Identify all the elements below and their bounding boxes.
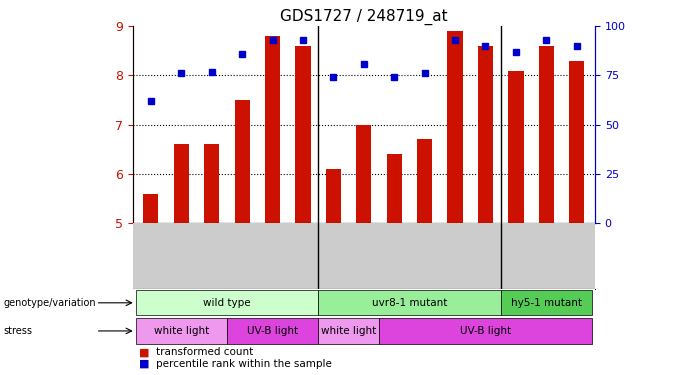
Bar: [135, 318, 227, 344]
Text: hy5-1 mutant: hy5-1 mutant: [511, 298, 582, 308]
Text: ■: ■: [139, 359, 150, 369]
Text: genotype/variation: genotype/variation: [3, 298, 96, 308]
Bar: [539, 46, 554, 223]
Text: stress: stress: [3, 326, 33, 336]
Bar: [235, 100, 250, 223]
Bar: [478, 46, 493, 223]
Text: white light: white light: [321, 326, 376, 336]
Bar: [326, 169, 341, 223]
Text: UV-B light: UV-B light: [247, 326, 298, 336]
Text: transformed count: transformed count: [156, 347, 254, 357]
Bar: [265, 36, 280, 223]
Bar: [318, 318, 379, 344]
Title: GDS1727 / 248719_at: GDS1727 / 248719_at: [280, 9, 447, 25]
Text: UV-B light: UV-B light: [460, 326, 511, 336]
Text: white light: white light: [154, 326, 209, 336]
Bar: [204, 144, 219, 223]
Bar: [379, 318, 592, 344]
Bar: [135, 290, 318, 315]
Bar: [173, 144, 189, 223]
Bar: [143, 194, 158, 223]
Text: percentile rank within the sample: percentile rank within the sample: [156, 359, 333, 369]
Bar: [508, 70, 524, 223]
Bar: [500, 290, 592, 315]
Bar: [569, 61, 584, 223]
Bar: [227, 318, 318, 344]
Bar: [318, 290, 500, 315]
Text: ■: ■: [139, 347, 150, 357]
Bar: [417, 140, 432, 223]
Bar: [356, 124, 371, 223]
Bar: [387, 154, 402, 223]
Text: wild type: wild type: [203, 298, 251, 308]
Bar: [295, 46, 311, 223]
Text: uvr8-1 mutant: uvr8-1 mutant: [372, 298, 447, 308]
Bar: [447, 31, 462, 223]
